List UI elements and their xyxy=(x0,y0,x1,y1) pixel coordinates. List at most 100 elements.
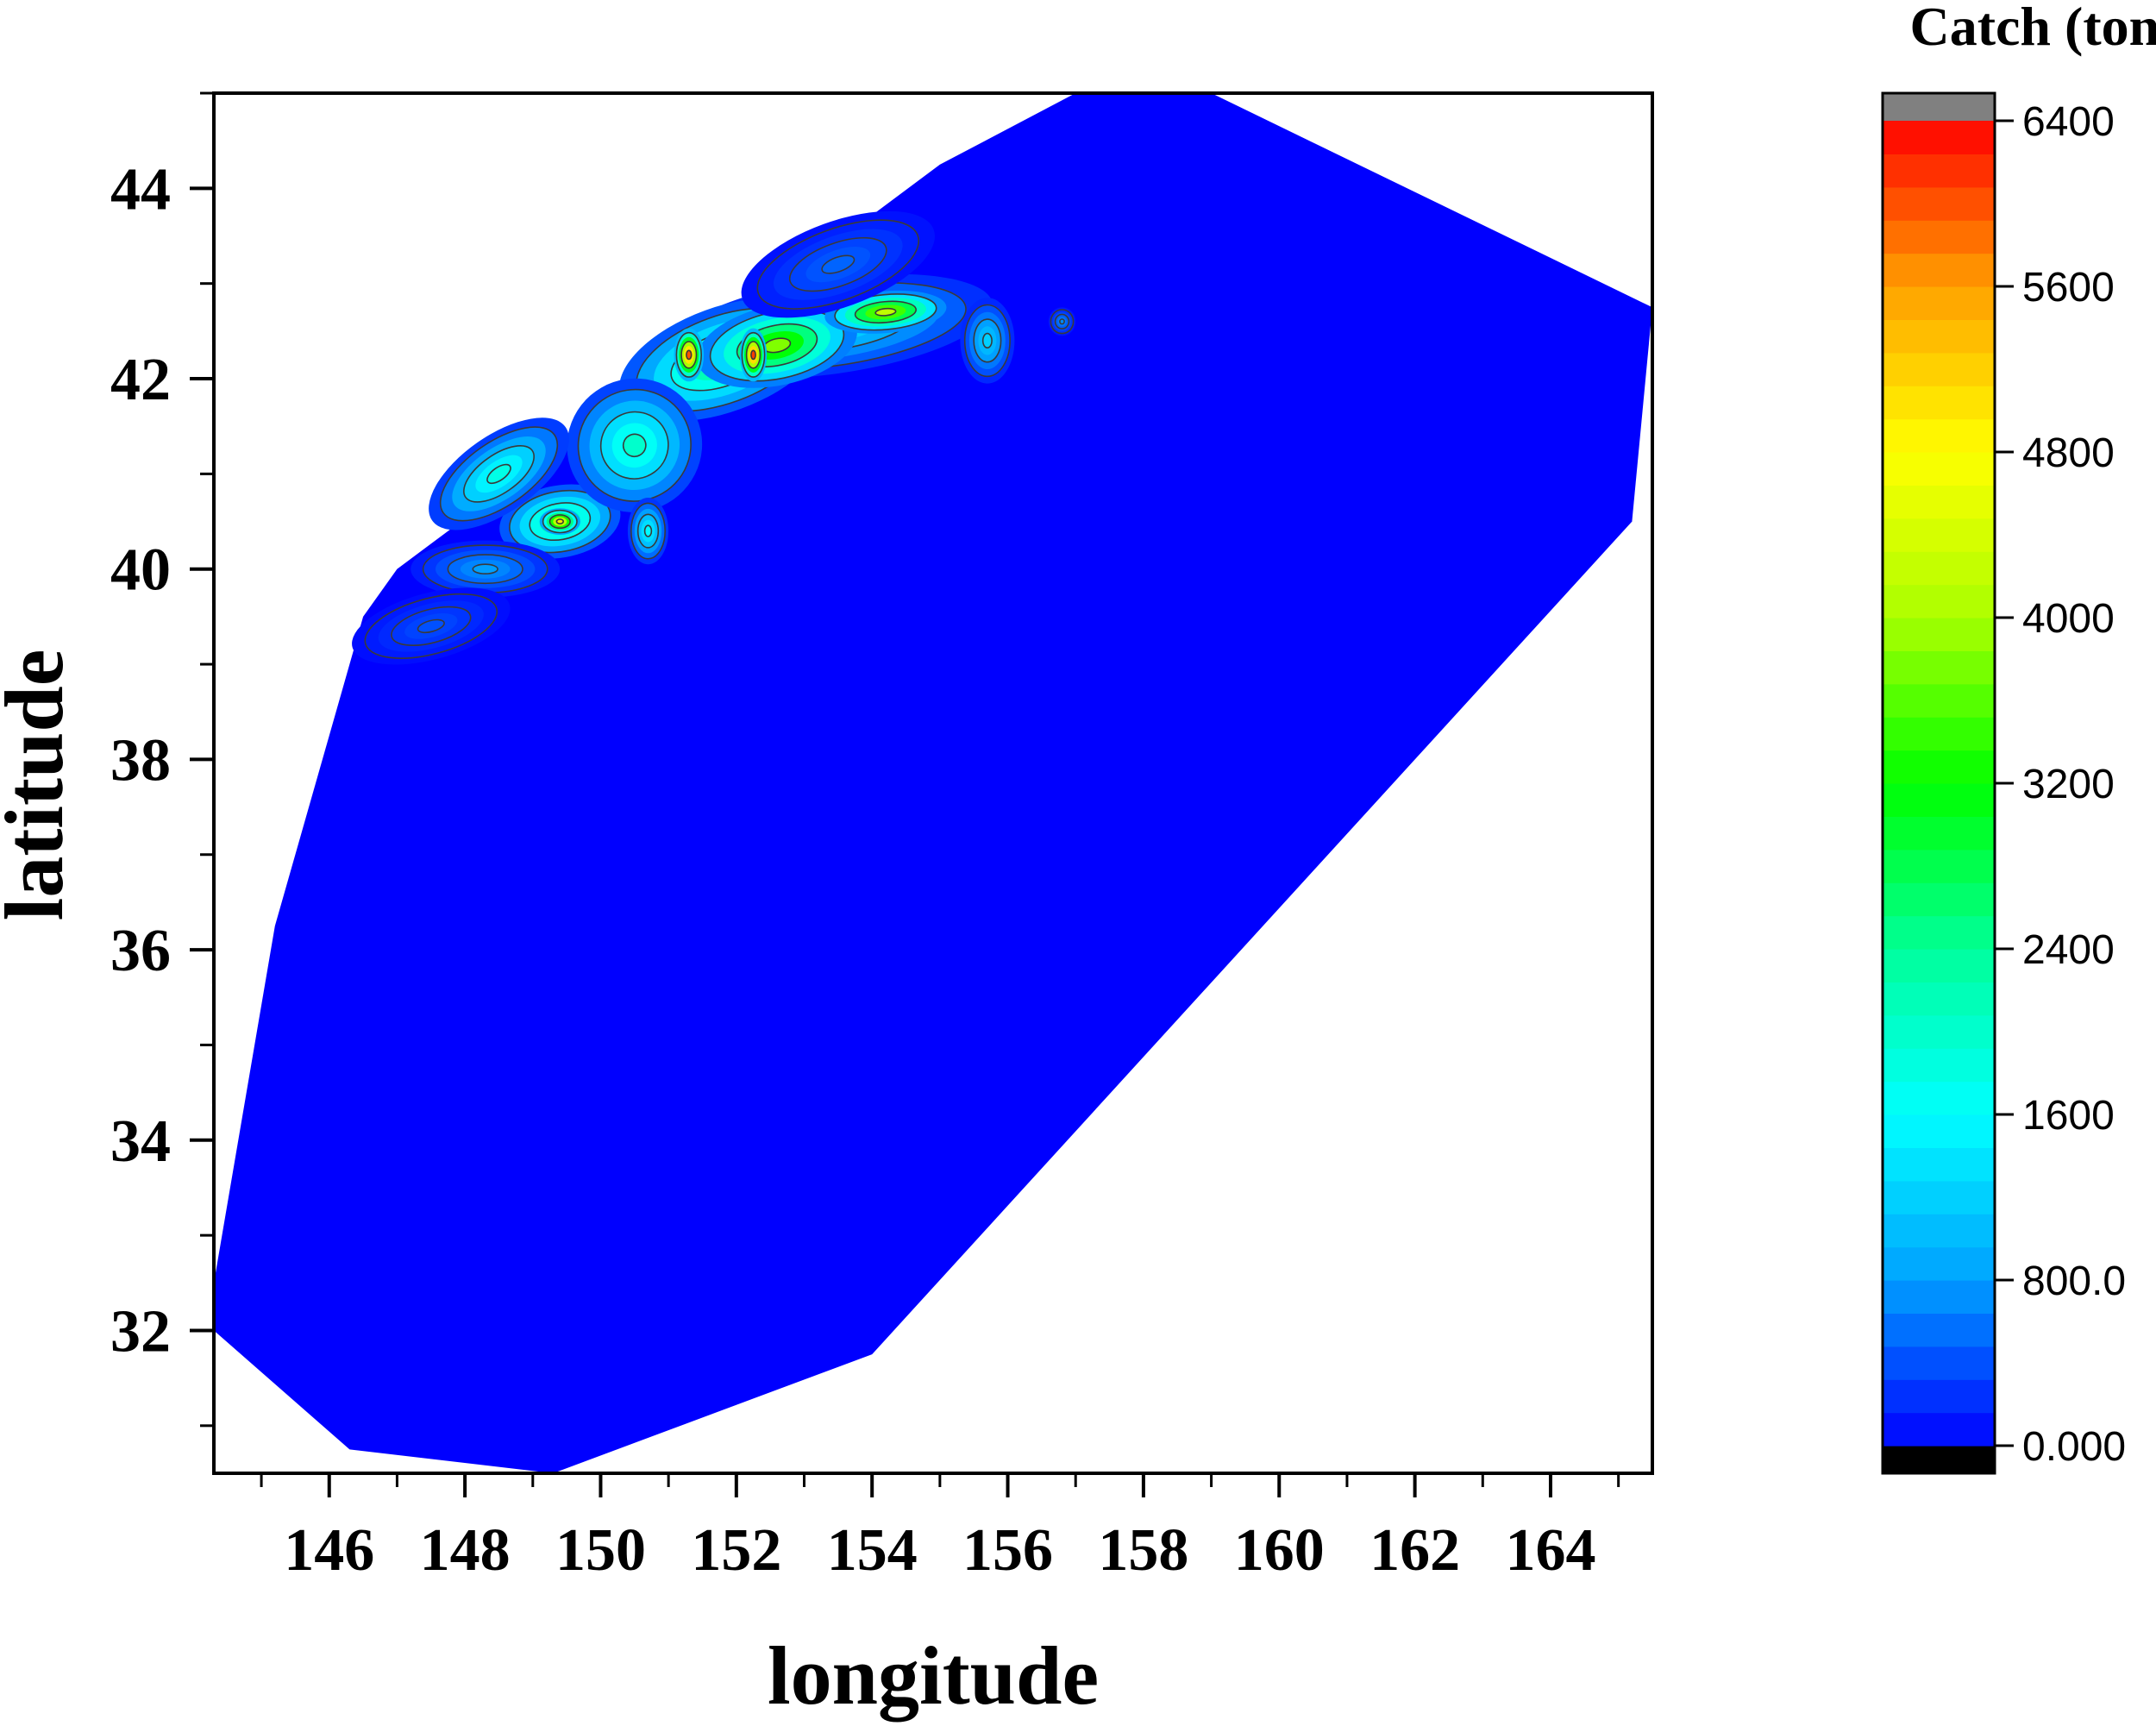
colorbar-swatch xyxy=(1883,1180,1995,1214)
hotspot-3 xyxy=(824,290,947,334)
y-axis: 32 34 36 38 40 42 44 xyxy=(110,91,214,1428)
x-axis: 146 148 150 152 154 156 158 160 162 164 xyxy=(260,1473,1620,1584)
contour-band xyxy=(622,433,647,458)
colorbar-swatch xyxy=(1883,1014,1995,1049)
colorbar-tick-label: 4000 xyxy=(2022,596,2115,642)
hotspot-10 xyxy=(960,298,1015,384)
colorbar-swatch xyxy=(1883,1346,1995,1380)
colorbar-swatch xyxy=(1883,418,1995,453)
y-tick-label: 38 xyxy=(110,727,171,794)
colorbar-swatch xyxy=(1883,154,1995,188)
hotspot-12 xyxy=(627,498,669,565)
y-tick-label: 44 xyxy=(110,156,171,223)
contour-band xyxy=(486,463,511,485)
colorbar-frame xyxy=(1881,91,1996,1475)
colorbar-swatch xyxy=(1883,949,1995,982)
contour-band xyxy=(1059,318,1065,325)
colorbar-swatch xyxy=(1883,1412,1995,1447)
plot-area xyxy=(212,91,1654,1475)
colorbar-swatch xyxy=(1883,1280,1995,1314)
colorbar-swatch xyxy=(1883,186,1995,221)
x-tick-label: 160 xyxy=(1234,1517,1325,1584)
colorbar-swatch xyxy=(1883,319,1995,354)
colorbar-tick-label: 2400 xyxy=(2022,927,2115,973)
x-tick-label: 154 xyxy=(827,1517,918,1584)
colorbar: 0.000 800.0 1600 2400 3200 4000 4800 5600 6400 C… xyxy=(1881,0,2156,1475)
y-tick-label: 40 xyxy=(110,537,171,604)
hotspot-11 xyxy=(411,540,561,598)
x-tick-label: 158 xyxy=(1098,1517,1188,1584)
colorbar-tick-label: 3200 xyxy=(2022,762,2115,807)
colorbar-swatch xyxy=(1883,717,1995,751)
x-tick-label: 164 xyxy=(1505,1517,1595,1584)
colorbar-swatch xyxy=(1883,618,1995,651)
hotspot-13 xyxy=(1048,307,1076,336)
colorbar-swatch xyxy=(1883,1379,1995,1414)
colorbar-tick-label: 0.000 xyxy=(2022,1424,2126,1470)
colorbar-title: Catch (ton) xyxy=(1909,0,2156,57)
colorbar-swatch xyxy=(1883,1081,1995,1115)
colorbar-tick-label: 4800 xyxy=(2022,430,2115,476)
colorbar-swatch xyxy=(1883,352,1995,386)
plot-frame xyxy=(212,91,1654,1475)
hotspot-9 xyxy=(429,417,569,530)
x-tick-label: 162 xyxy=(1369,1517,1460,1584)
x-tick-label: 146 xyxy=(284,1517,374,1584)
colorbar-swatch xyxy=(1883,121,1995,154)
contour-band xyxy=(981,332,993,349)
hotspot-14 xyxy=(741,210,935,318)
contour-band xyxy=(555,518,564,524)
x-tick-label: 152 xyxy=(691,1517,781,1584)
colorbar-tick-label: 1600 xyxy=(2022,1093,2115,1139)
colorbar-swatch xyxy=(1883,584,1995,618)
colorbar-swatch xyxy=(1883,551,1995,586)
colorbar-swatches xyxy=(1883,93,1995,1473)
colorbar-swatch xyxy=(1883,485,1995,519)
x-tick-label: 148 xyxy=(420,1517,511,1584)
colorbar-swatch xyxy=(1883,1114,1995,1148)
colorbar-ticks: 0.000 800.0 1600 2400 3200 4000 4800 5600 6400 xyxy=(1995,99,2126,1470)
y-tick-label: 42 xyxy=(110,347,171,413)
contour-band xyxy=(686,349,693,361)
colorbar-swatch xyxy=(1883,286,1995,320)
colorbar-swatch xyxy=(1883,1048,1995,1083)
y-tick-label: 32 xyxy=(110,1298,171,1365)
colorbar-swatch xyxy=(1883,452,1995,486)
contour-band xyxy=(643,524,653,537)
hotspot-5 xyxy=(739,328,768,382)
x-axis-title: longitude xyxy=(768,1629,1099,1722)
colorbar-swatch xyxy=(1883,750,1995,784)
colorbar-swatch xyxy=(1883,882,1995,917)
colorbar-swatch xyxy=(1883,816,1995,850)
colorbar-swatch xyxy=(1883,650,1995,685)
colorbar-swatch xyxy=(1883,982,1995,1016)
contour-band xyxy=(750,349,756,361)
y-tick-label: 34 xyxy=(110,1108,171,1175)
contour-hotspots xyxy=(352,210,1076,665)
x-tick-label: 156 xyxy=(962,1517,1053,1584)
contour-band xyxy=(874,307,897,317)
colorbar-swatch xyxy=(1883,915,1995,950)
colorbar-swatch xyxy=(1883,1147,1995,1182)
contour-band xyxy=(821,254,856,274)
colorbar-tick-label: 5600 xyxy=(2022,265,2115,311)
contour-band xyxy=(417,618,445,634)
colorbar-swatch xyxy=(1883,253,1995,287)
contour-band xyxy=(472,563,498,575)
colorbar-swatch xyxy=(1883,783,1995,817)
colorbar-swatch xyxy=(1883,1214,1995,1248)
colorbar-swatch xyxy=(1883,1246,1995,1281)
hotspot-8 xyxy=(567,378,703,512)
colorbar-under-swatch xyxy=(1883,1446,1995,1473)
colorbar-tick-label: 6400 xyxy=(2022,99,2115,145)
colorbar-swatch xyxy=(1883,220,1995,254)
colorbar-swatch xyxy=(1883,683,1995,718)
x-tick-label: 150 xyxy=(555,1517,646,1584)
hotspot-4 xyxy=(674,328,705,382)
hotspot-7 xyxy=(539,508,580,535)
y-tick-label: 36 xyxy=(110,918,171,984)
colorbar-swatch xyxy=(1883,386,1995,420)
colorbar-swatch xyxy=(1883,518,1995,552)
colorbar-over-swatch xyxy=(1883,93,1995,121)
